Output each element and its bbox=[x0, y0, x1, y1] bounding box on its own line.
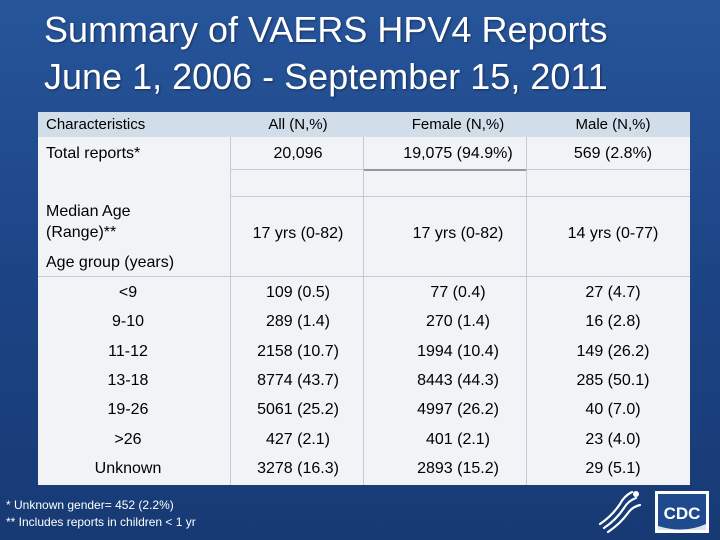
header-all: All (N,%) bbox=[268, 116, 328, 133]
median-age-label: Median Age (Range)** bbox=[46, 201, 131, 243]
grid-line bbox=[230, 137, 231, 485]
slide-title: Summary of VAERS HPV4 Reports June 1, 20… bbox=[44, 6, 704, 100]
hhs-logo-stroke bbox=[602, 496, 638, 530]
age-row-group: Unknown bbox=[94, 460, 162, 477]
age-row-male: 40 (7.0) bbox=[585, 401, 641, 418]
age-row-female: 77 (0.4) bbox=[430, 284, 486, 301]
summary-table: Characteristics All (N,%) Female (N,%) M… bbox=[38, 112, 690, 485]
age-row-group: 9-10 bbox=[111, 313, 145, 330]
header-female: Female (N,%) bbox=[411, 116, 505, 133]
hhs-eagle-logo bbox=[598, 490, 642, 534]
age-row-all: 427 (2.1) bbox=[265, 431, 331, 448]
cdc-logo: CDC bbox=[655, 491, 709, 533]
hhs-logo-stroke bbox=[598, 490, 634, 526]
total-reports-label: Total reports* bbox=[46, 145, 141, 162]
header-male: Male (N,%) bbox=[575, 116, 651, 133]
age-row-male: 29 (5.1) bbox=[585, 460, 641, 477]
age-row-female: 2893 (15.2) bbox=[417, 460, 499, 477]
header-characteristics: Characteristics bbox=[46, 116, 146, 133]
age-row-male: 23 (4.0) bbox=[585, 431, 641, 448]
total-male: 569 (2.8%) bbox=[573, 145, 653, 162]
grid-line bbox=[38, 276, 690, 277]
grid-line bbox=[526, 137, 527, 485]
grid-line bbox=[230, 196, 690, 197]
age-row-all: 3278 (16.3) bbox=[257, 460, 339, 477]
age-row-male: 16 (2.8) bbox=[585, 313, 641, 330]
hhs-logo-stroke bbox=[606, 503, 642, 534]
age-row-group: <9 bbox=[118, 284, 138, 301]
age-row-group: 19-26 bbox=[107, 401, 149, 418]
age-row-male: 27 (4.7) bbox=[585, 284, 641, 301]
cdc-logo-text: CDC bbox=[664, 504, 701, 523]
total-female: 19,075 (94.9%) bbox=[403, 145, 513, 162]
age-row-group: 11-12 bbox=[108, 343, 148, 360]
age-row-female: 8443 (44.3) bbox=[417, 372, 499, 389]
median-male: 14 yrs (0-77) bbox=[567, 225, 659, 242]
title-line-1: Summary of VAERS HPV4 Reports bbox=[44, 9, 608, 50]
total-all: 20,096 bbox=[273, 145, 323, 162]
cdc-logo-swoosh bbox=[658, 524, 706, 530]
age-row-female: 270 (1.4) bbox=[425, 313, 491, 330]
median-age-label-line-1: Median Age bbox=[46, 203, 131, 220]
cdc-logo-field bbox=[658, 494, 706, 530]
age-row-group: 13-18 bbox=[107, 372, 149, 389]
age-row-all: 8774 (43.7) bbox=[257, 372, 339, 389]
grid-line bbox=[363, 137, 364, 485]
title-line-2: June 1, 2006 - September 15, 2011 bbox=[44, 56, 608, 97]
underline-accent bbox=[364, 169, 526, 171]
footnote-unknown-gender: * Unknown gender= 452 (2.2%) bbox=[6, 498, 174, 512]
age-group-label: Age group (years) bbox=[46, 254, 175, 271]
age-row-female: 4997 (26.2) bbox=[417, 401, 499, 418]
median-all: 17 yrs (0-82) bbox=[252, 225, 344, 242]
header-band bbox=[38, 112, 690, 137]
age-row-group: >26 bbox=[114, 431, 142, 448]
age-row-male: 149 (26.2) bbox=[576, 343, 650, 360]
footnote-children: ** Includes reports in children < 1 yr bbox=[6, 515, 196, 529]
median-female: 17 yrs (0-82) bbox=[412, 225, 504, 242]
age-row-all: 109 (0.5) bbox=[265, 284, 331, 301]
hhs-logo-dot bbox=[633, 491, 639, 497]
age-row-female: 1994 (10.4) bbox=[417, 343, 499, 360]
age-row-all: 5061 (25.2) bbox=[257, 401, 339, 418]
age-row-female: 401 (2.1) bbox=[425, 431, 491, 448]
age-row-all: 289 (1.4) bbox=[265, 313, 331, 330]
age-row-all: 2158 (10.7) bbox=[257, 343, 339, 360]
median-age-label-line-2: (Range)** bbox=[46, 224, 117, 241]
age-row-male: 285 (50.1) bbox=[576, 372, 650, 389]
